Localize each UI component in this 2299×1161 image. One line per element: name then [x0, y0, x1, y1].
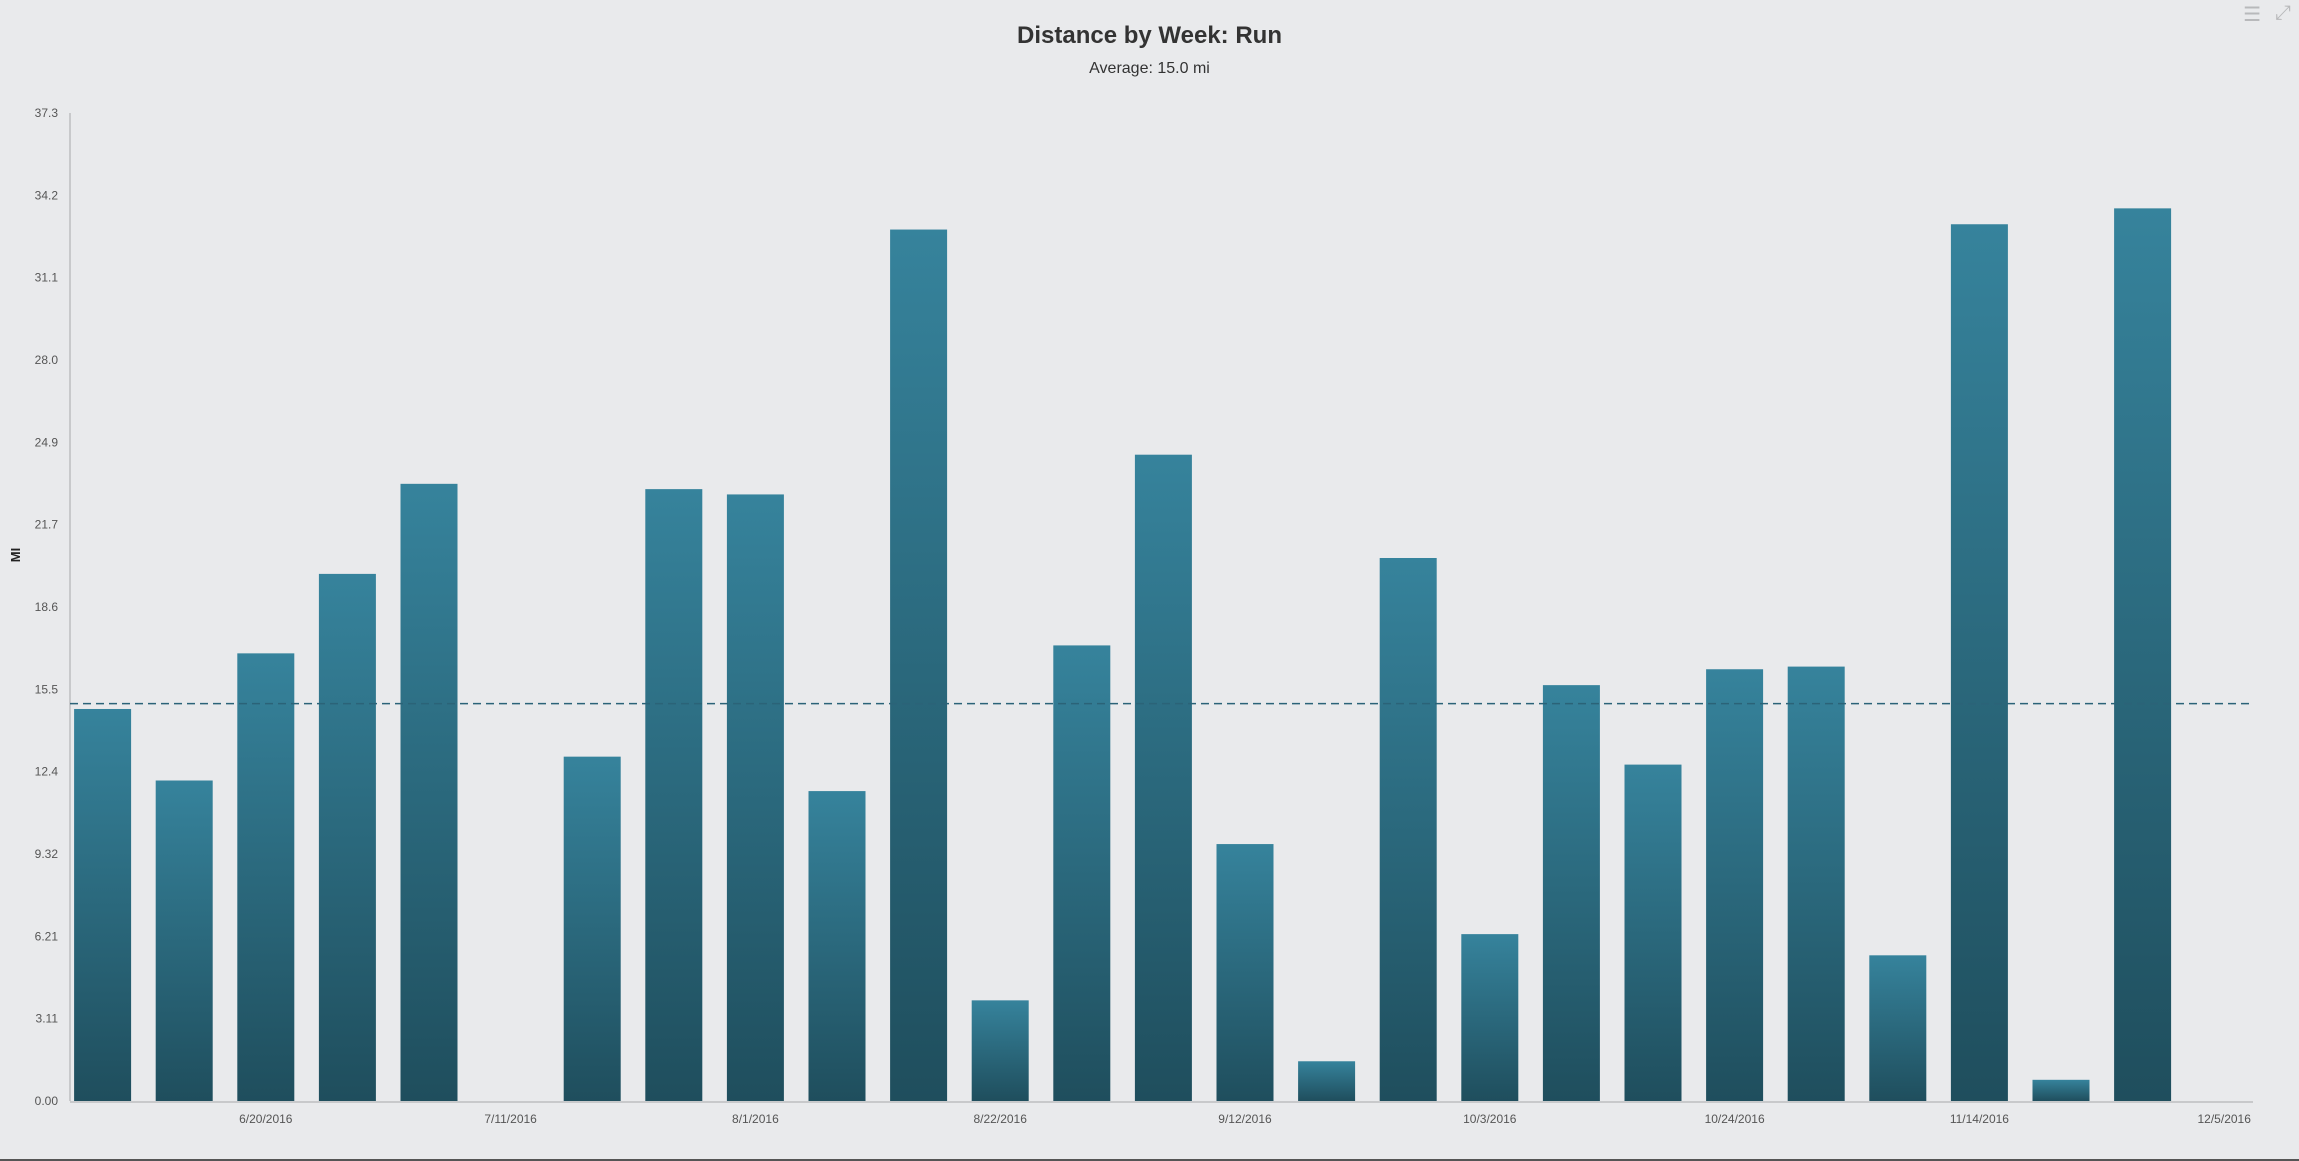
x-tick-label: 8/22/2016: [974, 1112, 1028, 1126]
x-tick-label: 10/24/2016: [1705, 1112, 1765, 1126]
bar-10/24/2016: [1706, 669, 1764, 1101]
expand-arrows-icon[interactable]: ⤢: [2275, 2, 2291, 24]
chart-title: Distance by Week: Run: [1017, 22, 1282, 49]
bottom-edge: [0, 1159, 2299, 1161]
bar-10/17/2016: [1624, 764, 1682, 1101]
y-tick-label: 6.21: [35, 929, 59, 943]
y-tick-label: 12.4: [35, 765, 59, 779]
hamburger-menu-icon[interactable]: ☰: [2243, 4, 2261, 26]
y-tick-label: 37.3: [35, 106, 59, 120]
bar-11/21/2016: [2032, 1079, 2090, 1101]
x-tick-label: 7/11/2016: [484, 1112, 537, 1126]
bar-8/15/2016: [890, 229, 948, 1101]
chart-subtitle: Average: 15.0 mi: [1089, 60, 1210, 77]
x-tick-label: 12/5/2016: [2198, 1112, 2252, 1126]
bar-9/5/2016: [1134, 454, 1192, 1102]
bar-8/1/2016: [726, 494, 784, 1101]
y-tick-label: 18.6: [35, 600, 59, 614]
bar-11/28/2016: [2114, 208, 2172, 1101]
bar-8/8/2016: [808, 791, 866, 1101]
bar-7/18/2016: [563, 756, 621, 1101]
y-tick-label: 21.7: [35, 518, 59, 532]
bar-6/6/2016: [74, 708, 132, 1101]
x-tick-label: 10/3/2016: [1463, 1112, 1517, 1126]
y-tick-label: 24.9: [35, 435, 59, 449]
y-tick-label: 0.00: [35, 1094, 59, 1108]
x-tick-label: 11/14/2016: [1950, 1112, 2009, 1126]
y-tick-label: 31.1: [35, 271, 59, 285]
bar-11/14/2016: [1950, 224, 2008, 1101]
y-tick-label: 15.5: [35, 682, 59, 696]
bar-6/20/2016: [237, 653, 295, 1101]
bar-7/25/2016: [645, 489, 703, 1102]
bar-8/29/2016: [1053, 645, 1111, 1101]
y-tick-label: 34.2: [35, 188, 59, 202]
bar-10/10/2016: [1542, 685, 1600, 1101]
bar-6/27/2016: [318, 573, 376, 1101]
bar-6/13/2016: [155, 780, 213, 1101]
y-axis-label: MI: [8, 548, 23, 562]
bar-10/3/2016: [1461, 934, 1519, 1101]
bar-9/19/2016: [1298, 1061, 1356, 1101]
y-tick-label: 9.32: [35, 847, 59, 861]
bar-9/26/2016: [1379, 557, 1437, 1101]
x-tick-label: 8/1/2016: [732, 1112, 779, 1126]
bar-9/12/2016: [1216, 844, 1274, 1101]
bar-7/4/2016: [400, 483, 458, 1102]
bar-11/7/2016: [1869, 955, 1927, 1101]
y-tick-label: 3.11: [36, 1012, 59, 1026]
bar-8/22/2016: [971, 1000, 1029, 1101]
y-tick-label: 28.0: [35, 353, 59, 367]
x-tick-label: 6/20/2016: [239, 1112, 293, 1126]
bar-10/31/2016: [1787, 666, 1845, 1101]
x-tick-label: 9/12/2016: [1218, 1112, 1272, 1126]
